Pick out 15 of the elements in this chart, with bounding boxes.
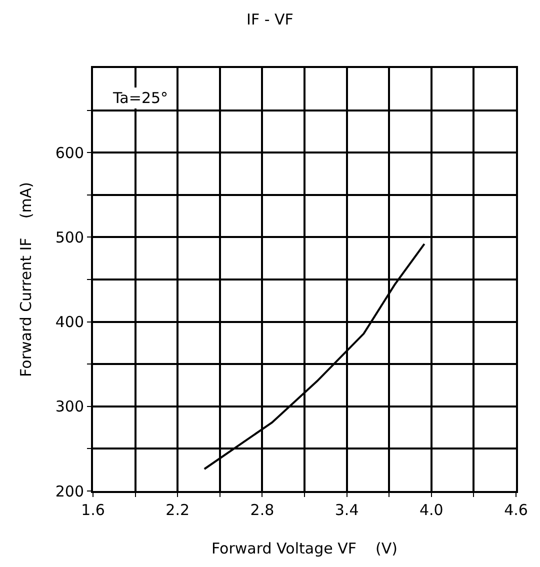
x-axis-title: Forward Voltage VF (V) (211, 540, 398, 558)
y-tick-label: 600 (55, 144, 84, 162)
x-tick-label: 2.8 (250, 501, 274, 519)
x-tick-label: 4.6 (504, 501, 528, 519)
y-axis-title: Forward Current IF (mA) (17, 182, 36, 377)
y-tick-label: 200 (55, 482, 84, 500)
chart-title: IF - VF (246, 10, 294, 29)
y-tick-label: 300 (55, 398, 84, 416)
annotation: Ta=25° (112, 89, 168, 107)
x-tick-label: 2.2 (166, 501, 190, 519)
y-tick-label: 400 (55, 313, 84, 332)
x-tick-label: 3.4 (334, 501, 359, 519)
x-tick-label: 1.6 (81, 501, 105, 519)
y-tick-label: 500 (55, 228, 84, 246)
x-tick-label: 4.0 (419, 501, 444, 519)
